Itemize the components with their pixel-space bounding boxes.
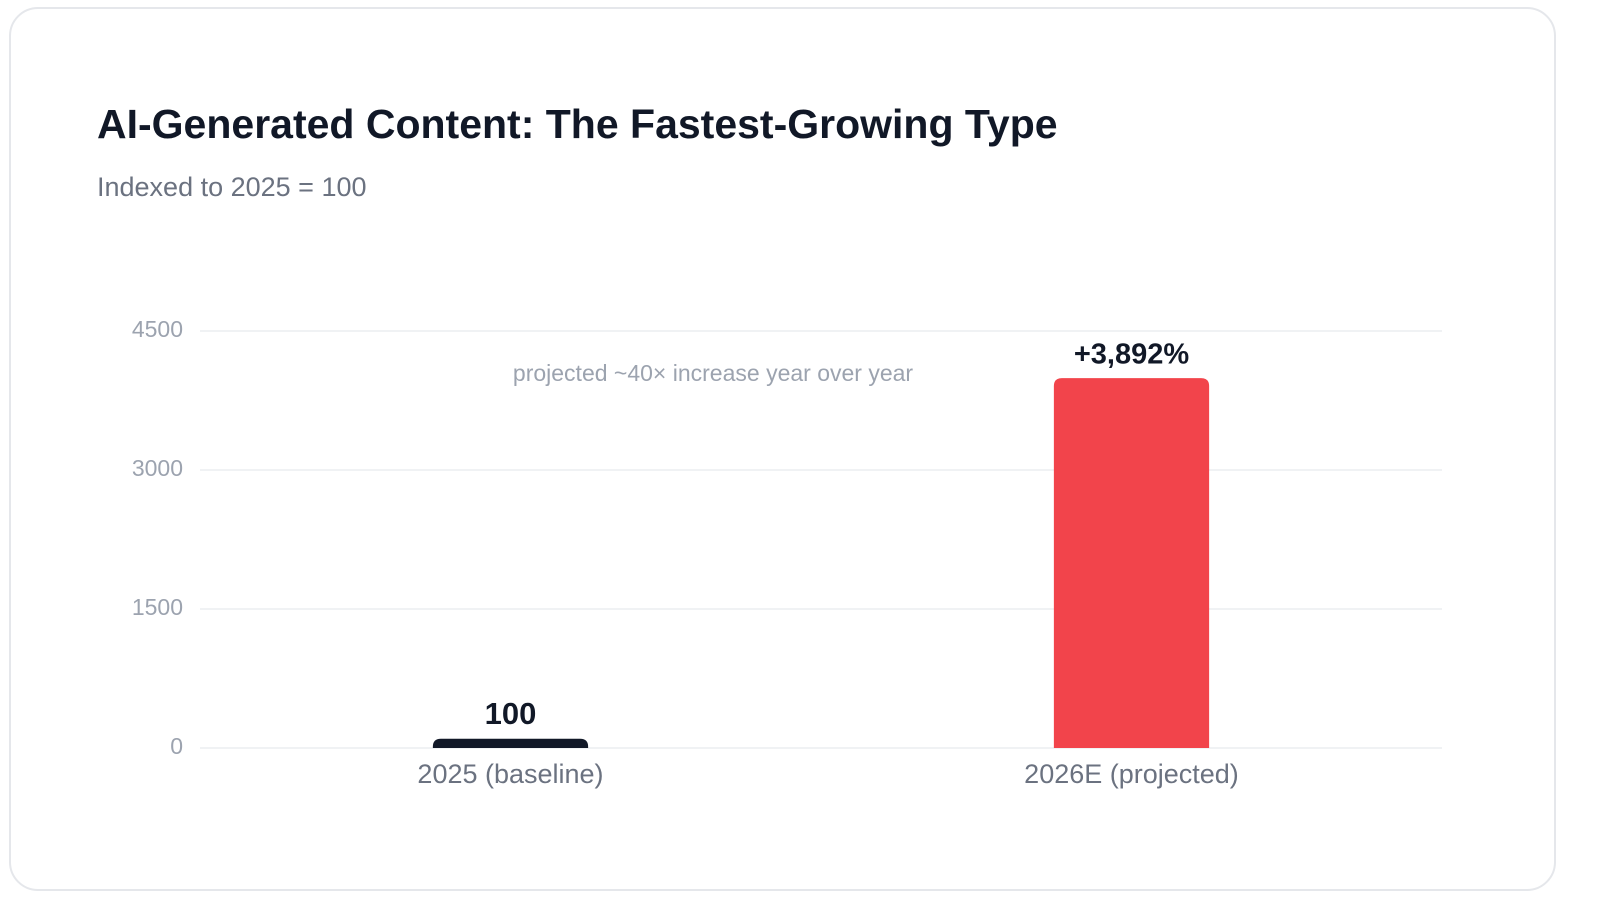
chart-subtitle: Indexed to 2025 = 100 [97, 172, 367, 202]
note-annotation: projected ~40× increase year over year [513, 360, 914, 386]
x-tick-label: 2025 (baseline) [417, 759, 603, 789]
growth-annotation: +3,892% [1074, 339, 1190, 371]
bar [1053, 378, 1210, 748]
data-label: 100 [485, 696, 537, 731]
x-tick-label: 2026E (projected) [1024, 759, 1239, 789]
y-tick-label: 0 [170, 733, 183, 759]
y-tick-label: 4500 [132, 316, 183, 342]
y-tick-label: 1500 [132, 594, 183, 620]
chart-title: AI-Generated Content: The Fastest-Growin… [97, 101, 1058, 147]
bar [432, 738, 589, 748]
y-tick-label: 3000 [132, 455, 183, 481]
